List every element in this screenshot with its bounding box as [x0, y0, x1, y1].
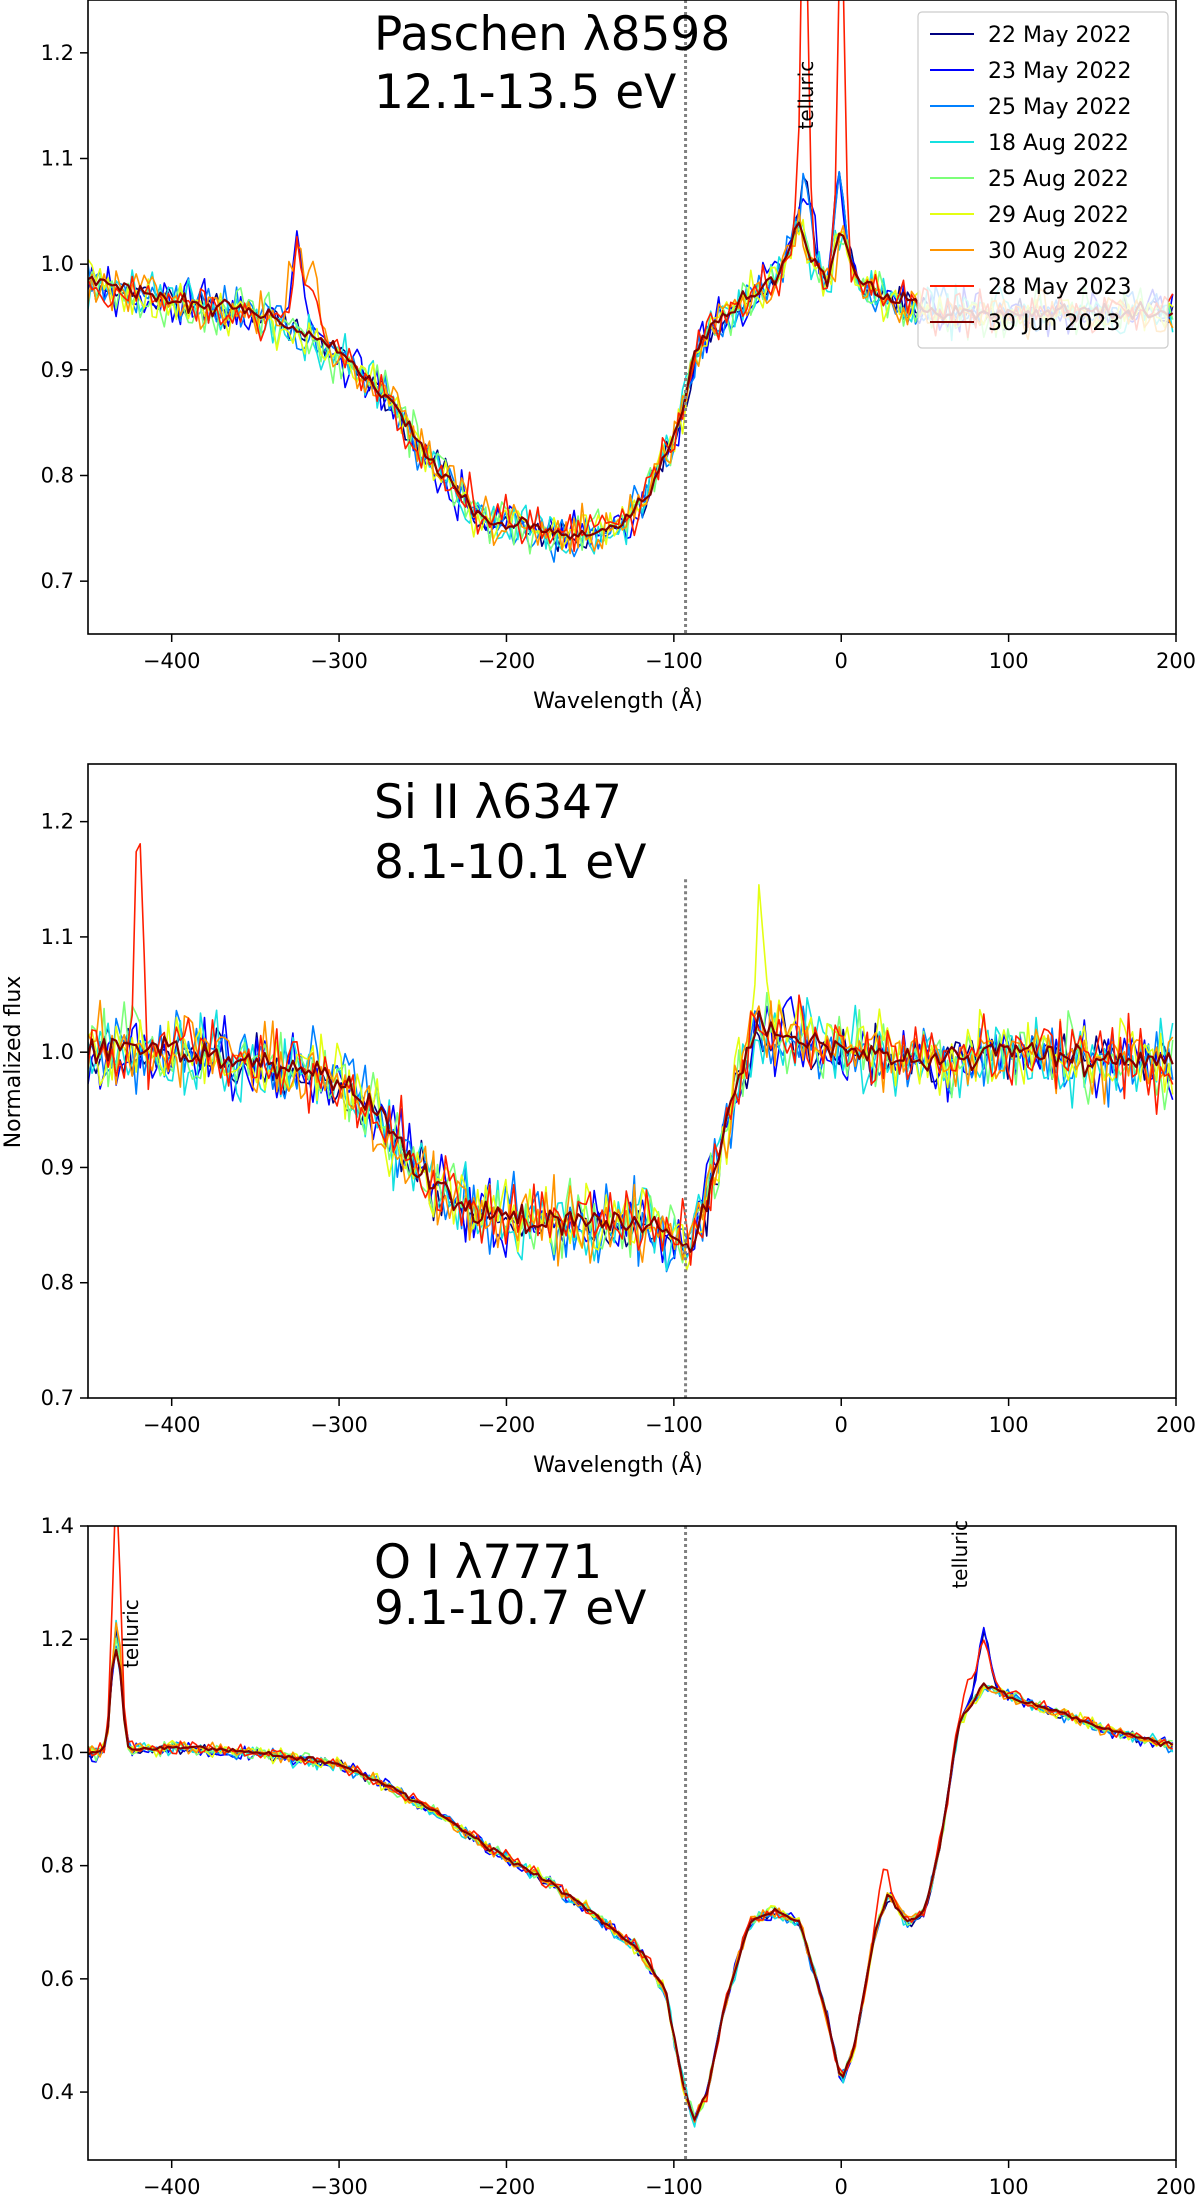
x-tick-label: −300	[310, 649, 368, 673]
y-tick-label: 0.4	[41, 2080, 74, 2104]
x-tick-label: −400	[143, 1413, 201, 1437]
series-line-8	[88, 1648, 1174, 2121]
series-line-2	[88, 1646, 1174, 2125]
panel-paschen: −400 −300 −200 −100 0 100 200 0.7 0.8 0.9 1.0 1.1 1.…	[41, 0, 1196, 714]
legend-box	[917, 11, 1169, 349]
annotation-layer: telluric telluric	[119, 1520, 972, 1668]
axes-frame	[87, 763, 1177, 1399]
x-tick-label: 200	[1156, 2175, 1196, 2199]
y-tick-label: 1.2	[41, 41, 74, 65]
y-tick-label: 0.9	[41, 1155, 74, 1179]
legend-entry: 22 May 2022	[988, 23, 1131, 48]
panel-title: Paschen λ8598	[374, 7, 730, 62]
y-tick-label: 1.1	[41, 925, 74, 949]
x-tick-label: 0	[835, 1413, 848, 1437]
series-line-0	[88, 1625, 1173, 2123]
y-tick-label: 0.7	[41, 569, 74, 593]
x-tick-label: −100	[645, 649, 703, 673]
legend-entry: 25 Aug 2022	[988, 167, 1129, 192]
series-layer	[88, 1526, 1174, 2128]
legend-entry: 30 Aug 2022	[988, 239, 1129, 264]
y-tick-label: 0.6	[41, 1967, 74, 1991]
series-line-5	[88, 1648, 1174, 2120]
legend: 22 May 2022 23 May 2022 25 May 2022 18 Aug …	[917, 11, 1169, 349]
x-tick-label: −300	[310, 2175, 368, 2199]
x-tick-label: −200	[478, 649, 536, 673]
x-tick-label: 0	[835, 649, 848, 673]
legend-entry: 23 May 2022	[988, 59, 1131, 84]
y-tick-label: 1.2	[41, 1627, 74, 1651]
panel-title: O I λ7771	[374, 1535, 602, 1590]
x-tick-label: −200	[478, 1413, 536, 1437]
panel-si-ii: −400 −300 −200 −100 0 100 200 0.7 0.8 0.9 1.0 1.1 1.…	[41, 763, 1196, 1478]
series-line-7	[88, 1526, 1174, 2122]
y-tick-label: 1.1	[41, 147, 74, 171]
x-tick-label: −400	[143, 2175, 201, 2199]
axes-frame	[87, 0, 1177, 635]
x-tick-label: 100	[989, 2175, 1029, 2199]
x-tick-label: 200	[1156, 1413, 1196, 1437]
y-tick-label: 0.8	[41, 464, 74, 488]
series-line-1	[88, 1626, 1174, 2119]
series-line-4	[88, 1637, 1173, 2117]
x-tick-label: −100	[645, 2175, 703, 2199]
panel-o-i: −400 −300 −200 −100 0 100 200 0.4 0.6 0.8 1.0 1.2 1.…	[41, 1514, 1196, 2199]
y-tick-label: 0.7	[41, 1386, 74, 1410]
y-tick-label: 0.8	[41, 1854, 74, 1878]
telluric-annotation: telluric	[948, 1520, 972, 1589]
panel-subtitle: 12.1-13.5 eV	[374, 65, 676, 120]
x-axis-label: Wavelength (Å)	[533, 687, 703, 714]
y-tick-label: 1.0	[41, 1040, 74, 1064]
ticks-layer: −400 −300 −200 −100 0 100 200 0.4 0.6 0.8 1.0 1.2 1.…	[41, 1514, 1196, 2199]
telluric-annotation: telluric	[794, 61, 818, 130]
y-axis-label: Normalized flux	[1, 976, 26, 1149]
y-tick-label: 1.4	[41, 1514, 74, 1538]
ticks-layer: −400 −300 −200 −100 0 100 200 0.7 0.8 0.9 1.0 1.1 1.…	[41, 763, 1196, 1437]
y-tick-label: 0.8	[41, 1271, 74, 1295]
series-layer	[88, 842, 1174, 1273]
telluric-annotation: telluric	[119, 1599, 143, 1668]
x-tick-label: 200	[1156, 649, 1196, 673]
y-tick-label: 1.2	[41, 810, 74, 834]
panel-subtitle: 9.1-10.7 eV	[374, 1581, 646, 1636]
y-tick-label: 0.9	[41, 358, 74, 382]
annotation-layer: telluric	[794, 61, 818, 130]
panel-title: Si II λ6347	[374, 775, 622, 830]
legend-entry: 18 Aug 2022	[988, 131, 1129, 156]
y-tick-label: 1.0	[41, 1740, 74, 1764]
legend-entry: 30 Jun 2023	[988, 311, 1120, 336]
x-tick-label: 100	[989, 1413, 1029, 1437]
legend-entry: 29 Aug 2022	[988, 203, 1129, 228]
x-tick-label: −300	[310, 1413, 368, 1437]
panel-subtitle: 8.1-10.1 eV	[374, 835, 646, 890]
x-tick-label: −200	[478, 2175, 536, 2199]
series-line-7	[88, 842, 1174, 1266]
legend-entry: 28 May 2023	[988, 275, 1131, 300]
x-tick-label: 100	[989, 649, 1029, 673]
x-axis-label: Wavelength (Å)	[533, 1451, 703, 1478]
axes-frame	[87, 1525, 1177, 2161]
ticks-layer: −400 −300 −200 −100 0 100 200 0.7 0.8 0.9 1.0 1.1 1.…	[41, 0, 1196, 673]
y-tick-label: 1.0	[41, 252, 74, 276]
series-line-8	[88, 1010, 1174, 1253]
x-tick-label: −400	[143, 649, 201, 673]
legend-entry: 25 May 2022	[988, 95, 1131, 120]
x-tick-label: −100	[645, 1413, 703, 1437]
x-tick-label: 0	[835, 2175, 848, 2199]
